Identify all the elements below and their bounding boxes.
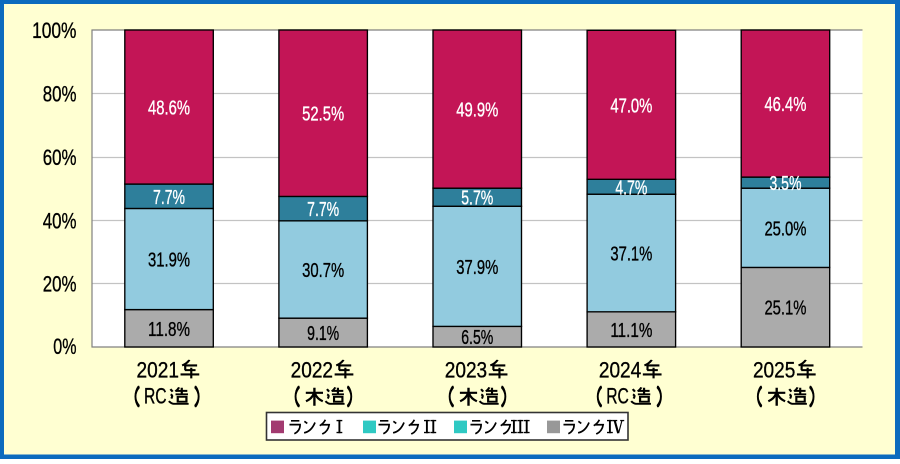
svg-text:48.6%: 48.6% [148,98,190,120]
svg-text:9.1%: 9.1% [307,323,339,345]
svg-text:7.7%: 7.7% [307,199,339,221]
svg-text:2025: 2025 [753,357,795,382]
svg-text:60%: 60% [43,145,77,170]
svg-text:5.7%: 5.7% [461,188,493,210]
svg-text:2021: 2021 [137,357,179,382]
svg-text:RC: RC [144,383,167,408]
svg-text:0%: 0% [53,334,76,359]
svg-text:7.7%: 7.7% [153,187,185,209]
svg-text:25.0%: 25.0% [764,218,806,240]
svg-text:52.5%: 52.5% [302,104,344,126]
svg-text:25.1%: 25.1% [764,298,806,320]
svg-text:20%: 20% [43,272,77,297]
svg-text:2022: 2022 [291,357,333,382]
svg-text:2023: 2023 [445,357,487,382]
svg-text:11.8%: 11.8% [148,319,190,341]
svg-text:37.1%: 37.1% [610,244,652,266]
svg-text:49.9%: 49.9% [456,100,498,122]
svg-text:46.4%: 46.4% [764,94,806,116]
svg-text:30.7%: 30.7% [302,260,344,282]
svg-text:47.0%: 47.0% [610,95,652,117]
svg-text:11.1%: 11.1% [610,320,652,342]
svg-text:37.9%: 37.9% [456,257,498,279]
svg-text:RC: RC [606,383,629,408]
svg-text:3.5%: 3.5% [769,173,801,195]
svg-text:31.9%: 31.9% [148,250,190,272]
svg-text:6.5%: 6.5% [461,327,493,349]
svg-text:80%: 80% [43,82,77,107]
svg-text:4.7%: 4.7% [615,177,647,199]
svg-text:2024: 2024 [599,357,641,382]
svg-text:100%: 100% [32,18,77,43]
svg-text:40%: 40% [43,208,77,233]
